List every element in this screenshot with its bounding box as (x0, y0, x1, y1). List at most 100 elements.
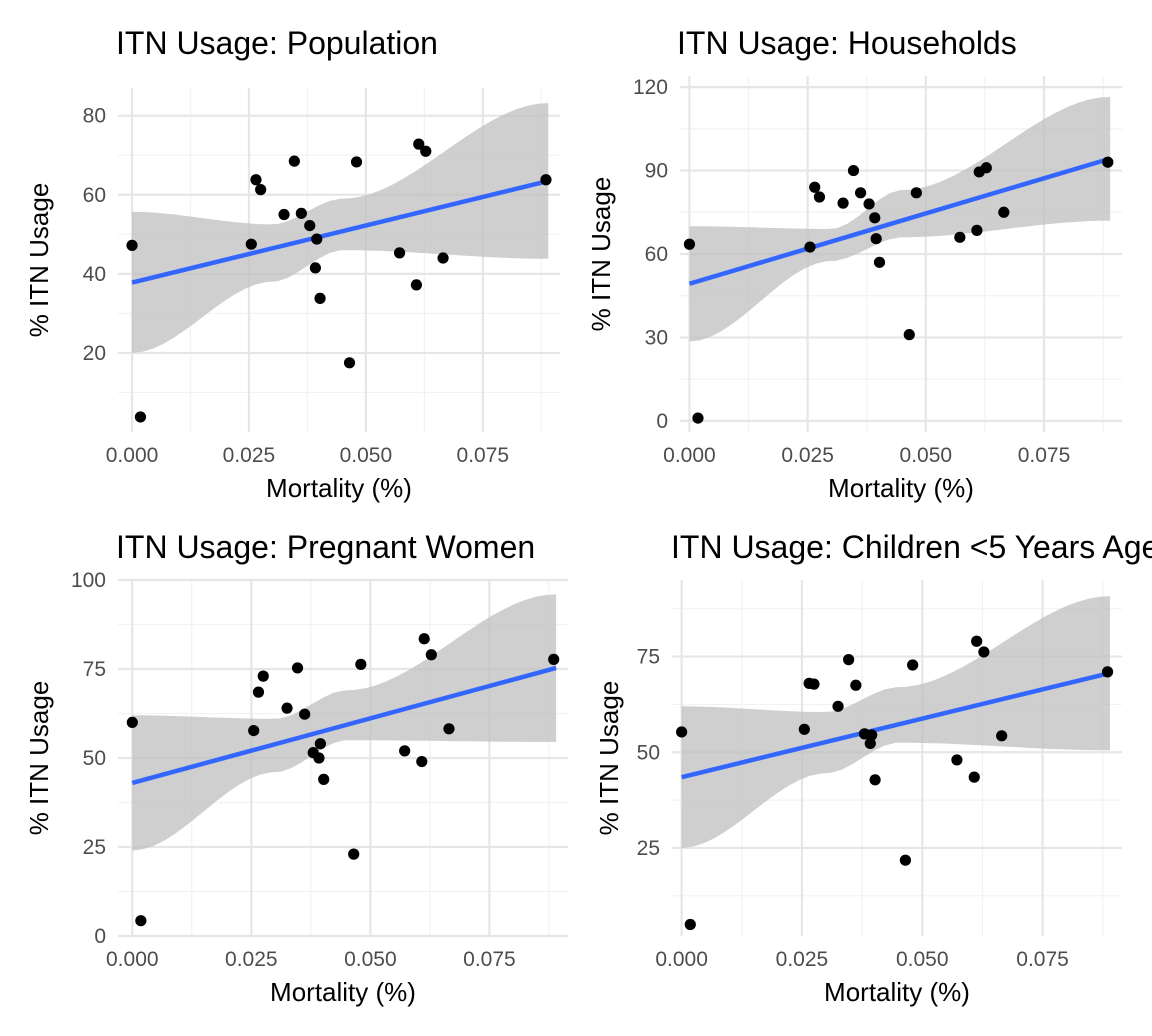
data-point (309, 262, 321, 274)
data-point (804, 241, 816, 253)
confidence-band-layer (132, 103, 549, 353)
data-point (837, 197, 849, 209)
data-point (684, 918, 696, 931)
confidence-band (132, 103, 549, 353)
y-tick-label: 20 (83, 342, 106, 365)
y-tick-label: 50 (637, 741, 660, 764)
data-point (355, 658, 367, 670)
x-tick-label: 0.000 (655, 948, 708, 971)
y-tick-label: 30 (645, 326, 668, 349)
data-point (410, 279, 423, 291)
data-point (314, 292, 326, 304)
x-tick-label: 0.000 (663, 444, 716, 467)
data-point (304, 220, 316, 232)
x-tick-label: 0.075 (1018, 444, 1071, 467)
data-point (425, 649, 437, 661)
data-point (808, 678, 820, 690)
data-point (692, 412, 704, 424)
data-point (971, 224, 983, 236)
panel-households: 0.000 0.025 0.050 0.075 0 30 60 90 120 ITN Usage… (586, 25, 1122, 503)
data-point (798, 723, 810, 735)
y-tick-label: 120 (633, 76, 668, 99)
data-point (954, 231, 966, 243)
y-tick-label: 75 (637, 646, 660, 669)
fit-line-layer (688, 156, 1111, 286)
data-point (809, 181, 821, 193)
data-point (998, 206, 1010, 218)
data-point (278, 208, 290, 221)
confidence-band-layer (681, 596, 1110, 848)
data-point (420, 145, 432, 157)
y-tick-label: 25 (83, 836, 106, 859)
fit-line-layer (131, 178, 549, 285)
data-point (899, 854, 912, 866)
x-tick-label: 0.075 (463, 948, 516, 971)
x-tick-label: 0.025 (223, 444, 276, 467)
tick-labels: 0.000 0.025 0.050 0.075 25 50 75 (637, 646, 1069, 971)
regression-line (688, 156, 1111, 286)
data-point (126, 716, 138, 729)
y-tick-label: 75 (83, 658, 106, 681)
data-point (437, 252, 449, 264)
data-point (813, 191, 826, 203)
data-point (299, 708, 311, 720)
y-axis-title: % ITN Usage (586, 177, 616, 332)
data-point (134, 411, 147, 423)
confidence-band (681, 596, 1110, 848)
data-point (971, 635, 983, 647)
x-axis-title: Mortality (%) (270, 977, 416, 1007)
points-layer (126, 633, 560, 927)
data-point (676, 726, 688, 738)
regression-line (131, 178, 549, 285)
data-point (863, 198, 875, 210)
tick-labels: 0.000 0.025 0.050 0.075 20 40 60 80 (83, 105, 509, 467)
x-axis-title: Mortality (%) (828, 473, 974, 503)
data-point (683, 238, 696, 250)
data-point (873, 256, 886, 268)
data-point (416, 755, 428, 768)
y-tick-label: 0 (94, 925, 106, 948)
confidence-band-layer (132, 594, 557, 851)
data-point (850, 679, 862, 691)
data-point (1102, 156, 1114, 168)
data-point (869, 774, 881, 786)
x-tick-label: 0.000 (106, 948, 159, 971)
data-point (393, 247, 406, 259)
data-point (314, 738, 326, 750)
data-point (864, 737, 876, 750)
data-point (869, 212, 881, 224)
y-tick-label: 60 (83, 184, 106, 207)
data-point (910, 187, 922, 199)
y-axis-title: % ITN Usage (594, 681, 624, 836)
data-point (350, 156, 363, 168)
regression-line (681, 670, 1111, 780)
x-tick-label: 0.050 (340, 444, 393, 467)
tick-labels: 0.000 0.025 0.050 0.075 0 25 50 75 100 (71, 569, 516, 971)
points-layer (683, 156, 1114, 424)
x-tick-label: 0.000 (106, 444, 159, 467)
x-tick-label: 0.075 (1016, 948, 1069, 971)
panel-children: 0.000 0.025 0.050 0.075 25 50 75 ITN Usage: Ch… (594, 529, 1152, 1007)
data-point (870, 233, 882, 245)
data-point (257, 670, 269, 682)
regression-line (131, 665, 557, 786)
data-point (413, 138, 425, 150)
data-point (255, 184, 267, 196)
x-tick-label: 0.050 (896, 948, 949, 971)
x-axis-title: Mortality (%) (824, 977, 970, 1007)
x-tick-label: 0.050 (900, 444, 953, 467)
data-point (348, 848, 360, 860)
panel-title: ITN Usage: Households (677, 25, 1017, 61)
tick-labels: 0.000 0.025 0.050 0.075 0 30 60 90 120 (633, 76, 1070, 467)
data-point (854, 187, 867, 199)
points-layer (126, 138, 552, 423)
x-tick-label: 0.050 (344, 948, 397, 971)
data-point (548, 653, 560, 665)
data-point (288, 155, 300, 167)
y-tick-label: 25 (637, 837, 660, 860)
data-point (1101, 666, 1114, 678)
data-point (951, 754, 963, 766)
y-tick-label: 0 (656, 410, 668, 433)
x-tick-label: 0.025 (776, 948, 829, 971)
data-point (248, 724, 260, 737)
